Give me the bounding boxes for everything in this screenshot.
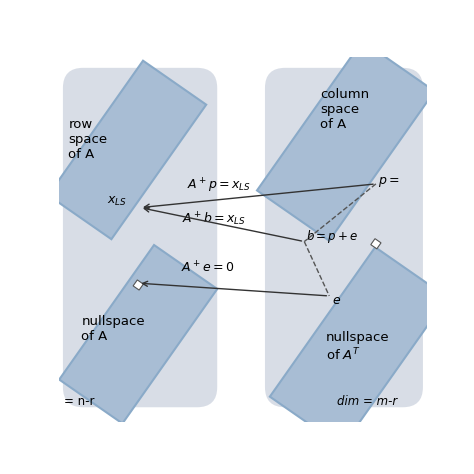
FancyBboxPatch shape [265,68,423,407]
Text: $p=$: $p=$ [378,175,400,189]
Text: nullspace
of $A^T$: nullspace of $A^T$ [326,331,389,363]
Polygon shape [257,41,435,241]
Text: $x_{LS}$: $x_{LS}$ [107,195,127,208]
Polygon shape [270,247,447,447]
Text: $e$: $e$ [332,294,341,307]
Polygon shape [59,245,217,423]
Polygon shape [371,239,381,249]
FancyBboxPatch shape [63,68,217,407]
Text: dim = m-r: dim = m-r [337,395,397,408]
Text: row
space
of A: row space of A [68,118,108,161]
Text: $A^+p = x_{LS}$: $A^+p = x_{LS}$ [187,176,251,194]
Text: nullspace
of A: nullspace of A [82,315,145,343]
Text: $A^+e = 0$: $A^+e = 0$ [182,260,235,275]
Text: column
space
of A: column space of A [320,88,369,131]
Text: = n-r: = n-r [64,395,94,408]
Polygon shape [48,61,206,239]
Polygon shape [133,280,143,290]
Text: $A^+b = x_{LS}$: $A^+b = x_{LS}$ [182,210,246,228]
Text: $b=p+e$: $b=p+e$ [306,228,358,245]
